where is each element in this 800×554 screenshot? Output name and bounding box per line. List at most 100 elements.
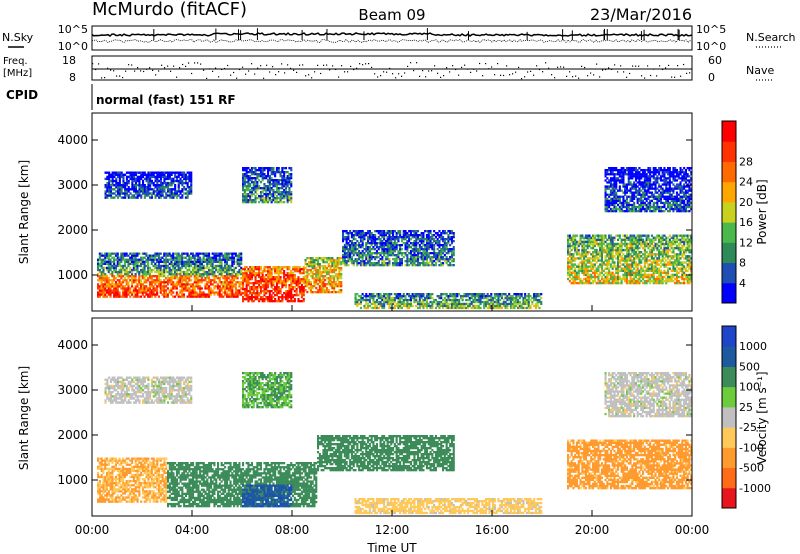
- heatmap-cell: [120, 173, 123, 176]
- heatmap-cell: [170, 171, 173, 174]
- heatmap-cell: [372, 252, 375, 255]
- heatmap-cell: [243, 181, 246, 184]
- nave-point: [449, 71, 451, 73]
- heatmap-cell: [148, 281, 151, 284]
- heatmap-cell: [98, 289, 101, 292]
- heatmap-cell: [447, 250, 450, 253]
- heatmap-cell: [593, 273, 596, 277]
- heatmap-cell: [629, 275, 632, 279]
- heatmap-cell: [181, 254, 184, 257]
- heatmap-cell: [168, 254, 171, 257]
- heatmap-cell: [224, 287, 227, 290]
- heatmap-cell: [106, 256, 109, 259]
- heatmap-cell: [283, 177, 286, 180]
- heatmap-cell: [218, 287, 221, 290]
- heatmap-cell: [190, 179, 193, 183]
- nave-point: [503, 74, 505, 77]
- heatmap-cell: [340, 261, 343, 264]
- heatmap-cell: [359, 264, 362, 267]
- heatmap-cell: [270, 286, 273, 289]
- heatmap-cell: [150, 270, 153, 274]
- heatmap-cell: [586, 257, 589, 260]
- heatmap-cell: [308, 257, 311, 260]
- heatmap-cell: [211, 256, 214, 259]
- heatmap-cell: [397, 256, 400, 259]
- heatmap-cell: [624, 242, 627, 246]
- heatmap-cell: [359, 256, 362, 259]
- heatmap-cell: [209, 262, 212, 265]
- heatmap-cell: [411, 264, 414, 267]
- nave-point: [584, 66, 586, 69]
- heatmap-cell: [243, 201, 246, 204]
- heatmap-cell: [290, 270, 293, 273]
- heatmap-cell: [349, 244, 352, 247]
- heatmap-cell: [182, 252, 185, 255]
- heatmap-cell: [170, 273, 173, 276]
- heatmap-cell: [363, 252, 366, 255]
- heatmap-cell: [656, 259, 659, 262]
- heatmap-cell: [163, 268, 166, 272]
- heatmap-cell: [275, 179, 278, 182]
- heatmap-cell: [359, 260, 362, 263]
- heatmap-cell: [195, 283, 198, 286]
- heatmap-cell: [647, 273, 650, 277]
- heatmap-cell: [606, 271, 609, 274]
- nave-point: [545, 62, 547, 64]
- heatmap-cell: [342, 254, 345, 257]
- heatmap-cell: [163, 293, 166, 296]
- nave-point: [383, 71, 385, 73]
- heatmap-cell: [179, 258, 182, 261]
- heatmap-cell: [247, 298, 250, 301]
- heatmap-cell: [197, 283, 200, 286]
- heatmap-cell: [399, 258, 402, 261]
- heatmap-cell: [322, 265, 325, 268]
- heatmap-cell: [258, 294, 261, 297]
- heatmap-cell: [177, 260, 180, 263]
- heatmap-cell: [388, 244, 391, 247]
- nave-point: [395, 77, 397, 79]
- heatmap-cell: [213, 275, 216, 278]
- heatmap-cell: [370, 242, 373, 245]
- heatmap-cell: [579, 257, 582, 260]
- heatmap-cell: [163, 254, 166, 257]
- heatmap-cell: [424, 256, 427, 259]
- heatmap-cell: [102, 254, 105, 257]
- heatmap-cell: [104, 196, 107, 199]
- heatmap-cell: [572, 236, 575, 239]
- heatmap-cell: [261, 189, 264, 192]
- heatmap-cell: [445, 232, 448, 235]
- heatmap-cell: [129, 171, 132, 174]
- heatmap-cell: [588, 269, 591, 272]
- heatmap-cell: [177, 175, 180, 179]
- heatmap-cell: [259, 290, 262, 293]
- heatmap-cell: [224, 275, 227, 278]
- heatmap-cell: [295, 292, 298, 295]
- heatmap-cell: [106, 254, 109, 257]
- heatmap-cell: [208, 266, 211, 270]
- heatmap-cell: [386, 250, 389, 253]
- heatmap-cell: [267, 197, 270, 200]
- heatmap-cell: [270, 177, 273, 180]
- heatmap-cell: [436, 254, 439, 257]
- heatmap-cell: [617, 269, 620, 272]
- heatmap-cell: [354, 232, 357, 235]
- heatmap-cell: [125, 295, 128, 298]
- heatmap-cell: [168, 252, 171, 255]
- heatmap-cell: [145, 252, 148, 255]
- heatmap-cell: [658, 275, 661, 279]
- heatmap-cell: [107, 289, 110, 292]
- heatmap-cell: [195, 279, 198, 282]
- heatmap-cell: [631, 259, 634, 262]
- nave-point: [200, 63, 202, 65]
- heatmap-cell: [570, 240, 573, 244]
- heatmap-cell: [242, 276, 245, 279]
- heatmap-cell: [588, 273, 591, 277]
- heatmap-cell: [249, 278, 252, 281]
- heatmap-cell: [157, 277, 160, 280]
- heatmap-cell: [570, 277, 573, 281]
- heatmap-cell: [631, 277, 634, 281]
- heatmap-cell: [309, 285, 312, 288]
- heatmap-cell: [274, 199, 277, 202]
- heatmap-cell: [320, 275, 323, 278]
- heatmap-cell: [567, 251, 570, 254]
